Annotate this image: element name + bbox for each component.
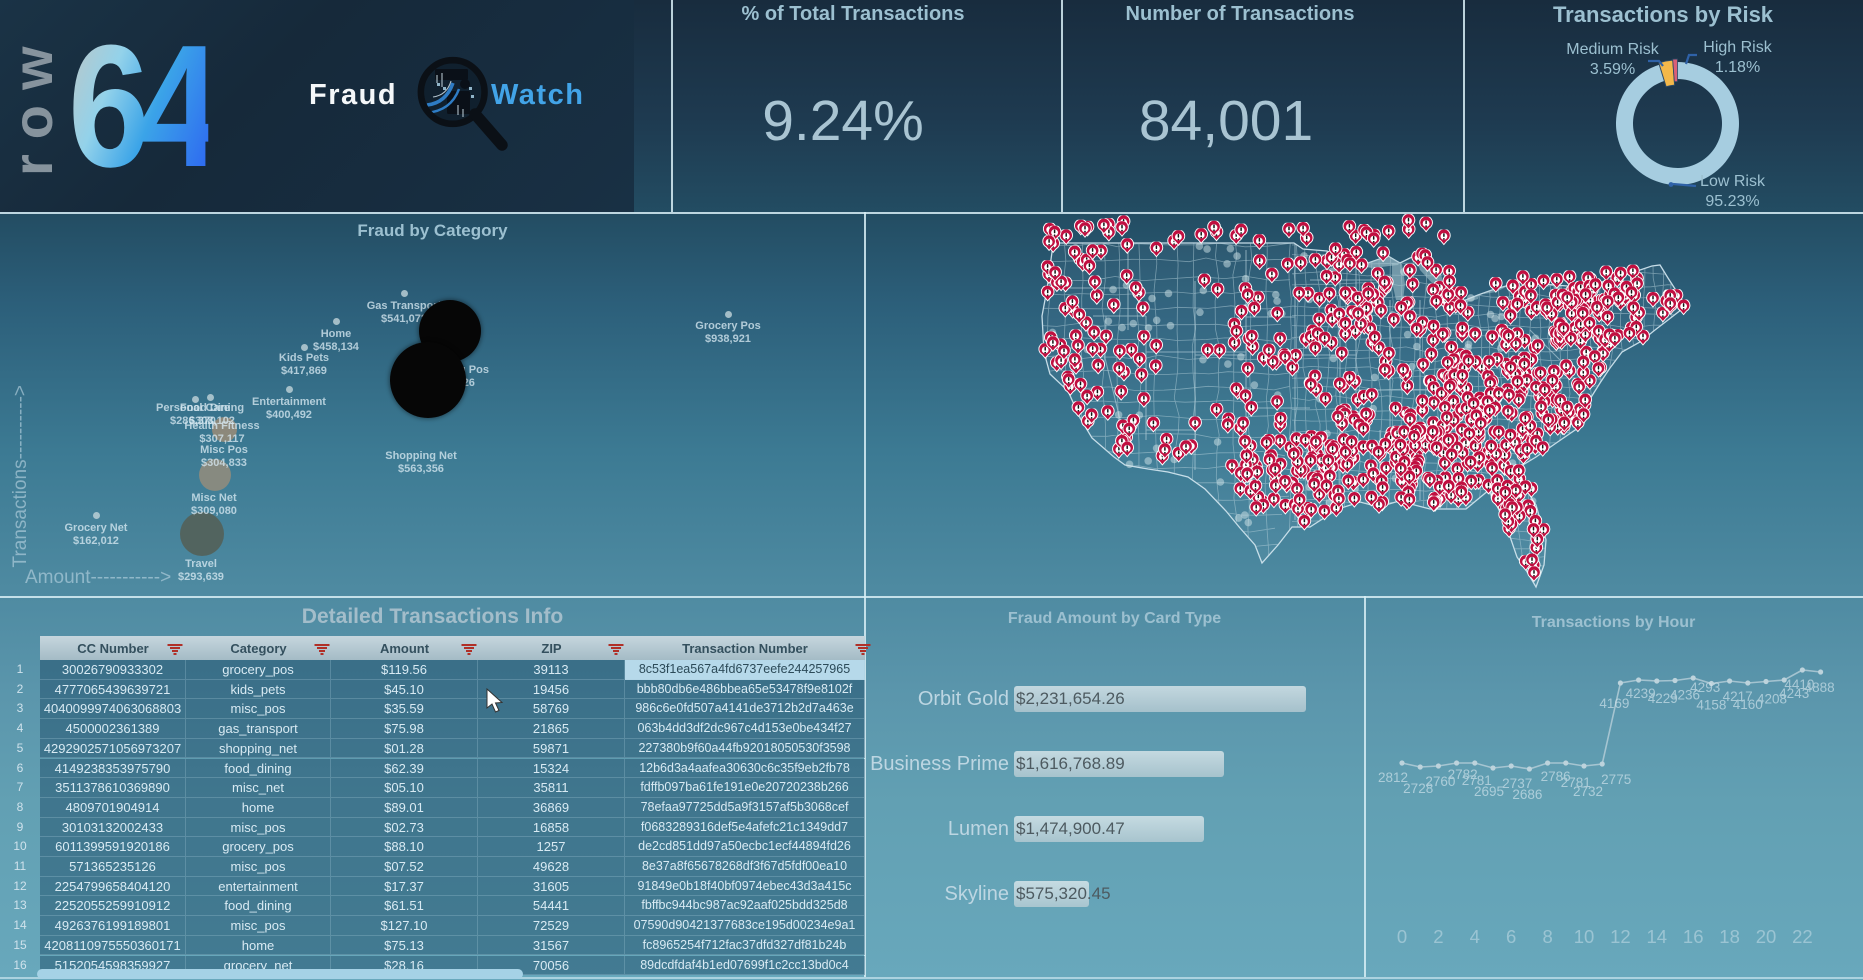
svg-text:8: 8 <box>1542 926 1552 947</box>
svg-text:2760: 2760 <box>1425 774 1455 789</box>
svg-text:0: 0 <box>1397 926 1407 947</box>
svg-text:2728: 2728 <box>1403 781 1433 796</box>
svg-text:4169: 4169 <box>1599 696 1629 711</box>
svg-text:2782: 2782 <box>1448 767 1478 782</box>
svg-text:12: 12 <box>1610 926 1631 947</box>
svg-text:16: 16 <box>1683 926 1704 947</box>
svg-text:2786: 2786 <box>1541 769 1571 784</box>
svg-text:2686: 2686 <box>1512 787 1542 802</box>
svg-text:20: 20 <box>1756 926 1777 947</box>
svg-text:22: 22 <box>1792 926 1813 947</box>
svg-text:4208: 4208 <box>1757 692 1787 707</box>
svg-text:2812: 2812 <box>1378 770 1408 785</box>
svg-text:4217: 4217 <box>1723 689 1753 704</box>
svg-text:2781: 2781 <box>1462 773 1492 788</box>
svg-text:4243: 4243 <box>1779 686 1809 701</box>
svg-text:6: 6 <box>1506 926 1516 947</box>
svg-text:4239: 4239 <box>1626 686 1656 701</box>
svg-text:4236: 4236 <box>1670 688 1700 703</box>
svg-text:4160: 4160 <box>1733 697 1763 712</box>
svg-text:18: 18 <box>1719 926 1740 947</box>
svg-text:2695: 2695 <box>1474 784 1504 799</box>
svg-text:2732: 2732 <box>1573 784 1603 799</box>
svg-text:4293: 4293 <box>1690 680 1720 695</box>
svg-text:4158: 4158 <box>1696 698 1726 713</box>
svg-text:10: 10 <box>1574 926 1595 947</box>
svg-text:4: 4 <box>1470 926 1480 947</box>
svg-text:2781: 2781 <box>1561 775 1591 790</box>
svg-text:2737: 2737 <box>1502 776 1532 791</box>
svg-text:4888: 4888 <box>1805 680 1835 695</box>
svg-text:14: 14 <box>1647 926 1668 947</box>
svg-text:2775: 2775 <box>1601 772 1631 787</box>
svg-text:4410: 4410 <box>1784 677 1814 692</box>
svg-text:2: 2 <box>1433 926 1443 947</box>
svg-text:4229: 4229 <box>1648 691 1678 706</box>
